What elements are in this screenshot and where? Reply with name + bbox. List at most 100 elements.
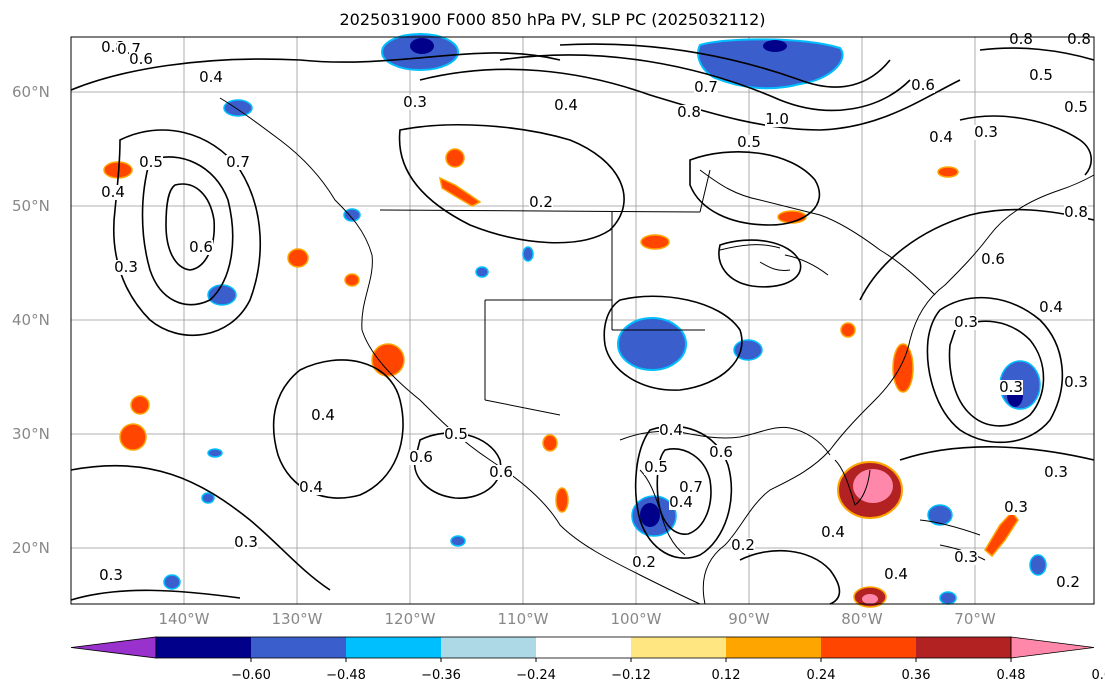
pv-positive-area <box>555 487 569 513</box>
colorbar-tick-label: −0.12 <box>611 668 651 683</box>
great-lakes <box>719 244 829 276</box>
contour-label-bg <box>954 550 978 565</box>
contour-label-bg <box>669 495 693 510</box>
contour-line <box>559 43 891 88</box>
colorbar-segment <box>346 637 442 658</box>
contour-line <box>634 425 733 559</box>
contour-label-bg <box>981 252 1005 267</box>
contour-line <box>70 464 331 591</box>
contour-label-bg <box>226 155 250 170</box>
contour-line <box>398 123 625 244</box>
pv-positive-area <box>640 234 670 250</box>
colorbar-outline <box>155 636 1012 659</box>
pv-strong-positive-area <box>853 469 893 503</box>
longitude-label: 110°W <box>497 610 549 628</box>
pv-negative-area <box>475 266 489 278</box>
colorbar-segment <box>726 637 822 658</box>
contour-label-bg <box>929 130 953 145</box>
contour-label-bg <box>444 427 468 442</box>
slp-contours <box>70 43 1095 605</box>
contour-label: 0.6 <box>981 250 1005 268</box>
florida <box>834 459 871 506</box>
contour-label-bg <box>632 555 656 570</box>
contour-label: 0.2 <box>632 553 656 571</box>
contour-line <box>112 129 262 337</box>
pv-strong-negative-area <box>640 503 660 527</box>
longitude-label: 70°W <box>954 610 996 628</box>
colorbar-extend-min <box>70 636 157 659</box>
contour-line <box>859 208 1095 301</box>
contour-label: 0.4 <box>199 68 223 86</box>
contour-label: 0.5 <box>1064 98 1088 116</box>
contour-label: 0.6 <box>911 76 935 94</box>
contour-line <box>899 446 1095 461</box>
contour-label-bg <box>765 112 789 127</box>
pv-positive-area <box>287 248 309 268</box>
contour-label: 0.3 <box>114 258 138 276</box>
contour-label-bg <box>1067 32 1091 47</box>
colorbar <box>70 636 1095 662</box>
map-title: 2025031900 F000 850 hPa PV, SLP PC (2025… <box>339 10 766 29</box>
pv-positive-area <box>984 510 1019 558</box>
contour-label: 0.4 <box>669 493 693 511</box>
coastlines <box>219 97 1095 605</box>
contour-label-bg <box>884 567 908 582</box>
pv-negative-area <box>617 317 687 371</box>
contour-label: 0.3 <box>1004 498 1028 516</box>
contour-label-bg <box>677 105 701 120</box>
pv-positive-area <box>840 322 856 338</box>
contour-label-bg <box>189 240 213 255</box>
contour-line <box>499 54 911 112</box>
pv-negative-area <box>207 284 237 306</box>
contour-label: 0.6 <box>189 238 213 256</box>
contour-label-bg <box>99 568 123 583</box>
colorbar-tick-label: 0.12 <box>711 668 741 683</box>
contour-label: 0.3 <box>99 566 123 584</box>
map-frame <box>70 36 1095 605</box>
contour-label: 0.4 <box>311 406 335 424</box>
contour-line <box>141 156 234 306</box>
contour-line <box>419 68 961 131</box>
contour-label: 0.3 <box>1044 463 1068 481</box>
pv-negative-area <box>201 492 215 504</box>
pv-strong-positive-area <box>862 594 878 604</box>
contour-line <box>165 183 215 271</box>
contour-line <box>948 320 1045 427</box>
pv-negative-area <box>522 246 534 262</box>
contour-label-bg <box>1064 375 1088 390</box>
west-coast <box>219 97 701 605</box>
contour-label: 0.3 <box>999 378 1023 396</box>
pv-positive-area <box>937 166 959 178</box>
pv-negative-area <box>207 448 223 458</box>
contour-label: 0.8 <box>1064 203 1088 221</box>
contour-label-bg <box>1064 100 1088 115</box>
contour-label: 0.8 <box>1067 30 1091 48</box>
latitude-label: 30°N <box>12 425 50 443</box>
contour-label: 0.4 <box>659 421 683 439</box>
contour-label-bg <box>1009 32 1033 47</box>
contour-line <box>926 296 1064 444</box>
contour-label-bg <box>1039 300 1063 315</box>
contour-label: 0.3 <box>1064 373 1088 391</box>
contour-label: 0.3 <box>954 548 978 566</box>
contour-label: 0.7 <box>226 153 250 171</box>
pv-positive-area <box>344 273 360 287</box>
colorbar-segment <box>536 637 632 658</box>
contour-label: 0.8 <box>1009 30 1033 48</box>
pv-negative-area <box>450 535 466 547</box>
pv-strong-negative-area <box>763 40 787 52</box>
pv-negative-area <box>163 574 181 590</box>
contour-label: 0.4 <box>929 128 953 146</box>
pv-strong-negative-area <box>410 38 434 54</box>
longitude-label: 80°W <box>841 610 883 628</box>
contour-label: 0.5 <box>644 458 668 476</box>
contour-label-bg <box>954 315 978 330</box>
pv-positive-area <box>119 423 147 451</box>
contour-label: 1.0 <box>765 110 789 128</box>
pv-positive-area <box>892 343 914 393</box>
colorbar-tick-label: −0.24 <box>516 668 556 683</box>
contour-label: 0.5 <box>139 153 163 171</box>
longitude-label: 90°W <box>728 610 770 628</box>
longitude-label: 100°W <box>610 610 662 628</box>
contour-labels: 0.80.70.60.80.50.80.40.3 0.40.70.8 1.00.50… <box>99 30 1091 591</box>
